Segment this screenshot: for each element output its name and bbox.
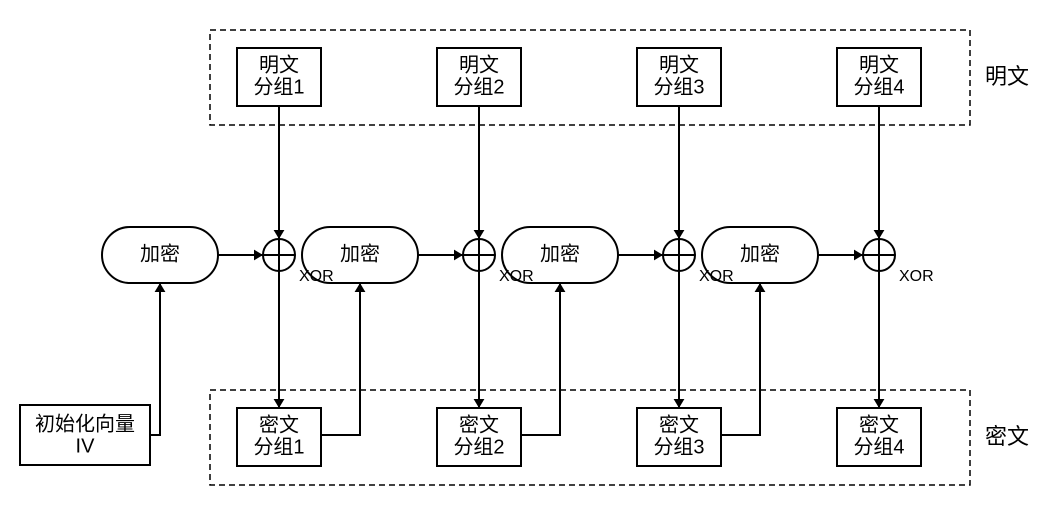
plaintext-3-l1: 明文 (659, 53, 699, 76)
ciphertext-group-label: 密文 (985, 424, 1029, 449)
plaintext-2-l2: 分组2 (453, 75, 504, 98)
ciphertext-4-l1: 密文 (859, 413, 899, 436)
arrow-head (274, 230, 285, 239)
arrow-head (654, 250, 663, 261)
encrypt-label-4: 加密 (740, 242, 780, 265)
ciphertext-1-l1: 密文 (259, 413, 299, 436)
arrow-head (474, 399, 485, 408)
arrow (721, 283, 760, 435)
xor-label-2: XOR (499, 268, 534, 285)
ciphertext-2-l2: 分组2 (453, 435, 504, 458)
arrow-head (755, 283, 766, 292)
plaintext-4-l2: 分组4 (853, 75, 904, 98)
arrow-head (854, 250, 863, 261)
arrow-head (874, 399, 885, 408)
plaintext-1-l1: 明文 (259, 53, 299, 76)
encrypt-label-3: 加密 (540, 242, 580, 265)
arrow-head (874, 230, 885, 239)
arrow (521, 283, 560, 435)
iv-label-1: 初始化向量 (35, 412, 135, 435)
ciphertext-3-l1: 密文 (659, 413, 699, 436)
arrow-head (555, 283, 566, 292)
xor-label-1: XOR (299, 268, 334, 285)
xor-label-4: XOR (899, 268, 934, 285)
ciphertext-2-l1: 密文 (459, 413, 499, 436)
plaintext-3-l2: 分组3 (653, 75, 704, 98)
arrow-head (155, 283, 166, 292)
encrypt-label-2: 加密 (340, 242, 380, 265)
iv-label-2: IV (76, 435, 96, 457)
encrypt-label-1: 加密 (140, 242, 180, 265)
arrow (150, 283, 160, 435)
arrow-head (474, 230, 485, 239)
arrow-head (674, 399, 685, 408)
arrow-head (355, 283, 366, 292)
plaintext-1-l2: 分组1 (253, 75, 304, 98)
plaintext-4-l1: 明文 (859, 53, 899, 76)
plaintext-group-label: 明文 (985, 64, 1029, 89)
arrow-head (254, 250, 263, 261)
plaintext-2-l1: 明文 (459, 53, 499, 76)
arrow-head (274, 399, 285, 408)
arrow (321, 283, 360, 435)
ciphertext-1-l2: 分组1 (253, 435, 304, 458)
xor-label-3: XOR (699, 268, 734, 285)
arrow-head (454, 250, 463, 261)
ciphertext-3-l2: 分组3 (653, 435, 704, 458)
ciphertext-4-l2: 分组4 (853, 435, 904, 458)
arrow-head (674, 230, 685, 239)
